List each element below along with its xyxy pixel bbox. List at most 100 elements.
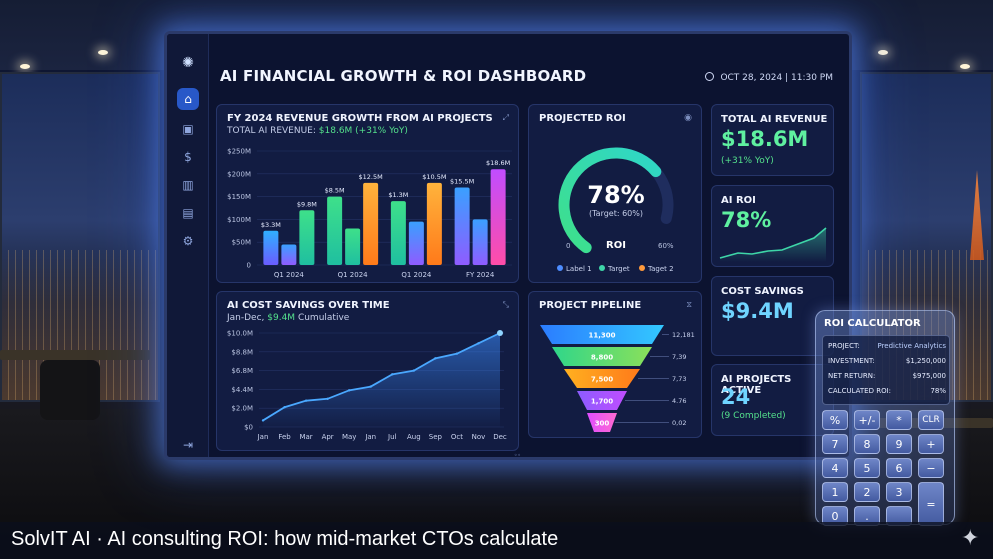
datetime-text: OCT 28, 2024 | 11:30 PM — [720, 73, 833, 83]
calc-row-value: 78% — [930, 387, 946, 395]
card-title: PROJECTED ROI — [539, 113, 626, 124]
x-tick-label: Q1 2024 — [338, 271, 369, 279]
kpi-card-projects: AI PROJECTS ACTIVE 24 (9 Completed) — [711, 364, 834, 436]
settings-icon[interactable]: ⚙ — [182, 234, 194, 248]
bar — [408, 221, 424, 265]
y-tick-label: $150M — [227, 193, 251, 201]
funnel-stage-value: 8,800 — [591, 354, 613, 362]
y-tick-label: $50M — [232, 239, 251, 247]
funnel-stage-value: 300 — [595, 420, 610, 428]
calc-key[interactable]: * — [886, 410, 912, 430]
y-tick-label: $4.4M — [231, 386, 253, 394]
subtitle-suffix: Cumulative — [295, 313, 350, 323]
x-tick-label: Sep — [429, 433, 443, 441]
legend-item: Target — [599, 265, 630, 273]
sparkle-icon: ✦ — [961, 526, 980, 551]
y-tick-label: $6.8M — [231, 367, 253, 375]
revenue-growth-card: FY 2024 REVENUE GROWTH FROM AI PROJECTS … — [216, 104, 519, 283]
dollar-icon[interactable]: $ — [184, 150, 192, 164]
kpi-card-total-revenue: TOTAL AI REVENUE $18.6M (+31% YoY) — [711, 104, 834, 176]
roi-value: 78% — [587, 181, 645, 209]
funnel-stage-label: 4.76 — [672, 397, 686, 405]
calc-row-value: $1,250,000 — [905, 357, 946, 365]
x-tick-label: Jan — [364, 433, 376, 441]
ceiling-light — [98, 50, 108, 55]
calc-key[interactable]: 5 — [854, 458, 880, 478]
data-point — [304, 399, 308, 402]
kpi-label: TOTAL AI REVENUE — [721, 114, 828, 125]
calc-row-label: PROJECT: — [828, 342, 860, 350]
kpi-label: COST SAVINGS — [721, 286, 804, 297]
calc-key[interactable]: 7 — [822, 434, 848, 454]
expand-icon[interactable]: ⤢ — [502, 113, 509, 122]
bar — [490, 169, 506, 265]
calc-key[interactable]: 4 — [822, 458, 848, 478]
calc-key[interactable]: CLR — [918, 410, 944, 430]
bar — [281, 244, 297, 265]
card-title: AI COST SAVINGS OVER TIME — [227, 300, 390, 311]
y-tick-label: $100M — [227, 216, 251, 224]
calc-key[interactable]: +/- — [854, 410, 880, 430]
kpi-sub: (9 Completed) — [721, 411, 786, 421]
x-tick-label: Mar — [299, 433, 312, 441]
legend-label: Label 1 — [566, 265, 592, 273]
projected-roi-card: PROJECTED ROI ◉ 78% (Target: 60%) ROI 0 … — [528, 104, 702, 283]
y-tick-label: $0 — [244, 424, 253, 432]
funnel-stage-label: 7,39 — [672, 353, 686, 361]
expand-icon[interactable]: ⤡ — [502, 300, 509, 309]
calc-row: INVESTMENT: $1,250,000 — [828, 357, 946, 365]
kpi-card-ai-roi: AI ROI 78% — [711, 185, 834, 267]
calculator-screen: PROJECT: Predictive Analytics INVESTMENT:… — [822, 335, 950, 405]
calc-row: NET RETURN: $975,000 — [828, 372, 946, 380]
bar — [363, 182, 379, 265]
data-point — [477, 342, 480, 345]
home-icon[interactable]: ⌂ — [177, 88, 199, 110]
document-icon[interactable]: ▤ — [182, 206, 194, 220]
calc-key[interactable]: % — [822, 410, 848, 430]
calc-key[interactable]: 6 — [886, 458, 912, 478]
calc-key[interactable]: 8 — [854, 434, 880, 454]
bar-data-label: $1.3M — [388, 191, 408, 199]
bar-data-label: $9.8M — [297, 200, 317, 208]
data-point — [347, 389, 351, 392]
legend-label: Target — [608, 265, 630, 273]
calc-key[interactable]: 2 — [854, 482, 880, 502]
funnel-stage-label: 0,02 — [672, 419, 686, 427]
bar-data-label: $18.6M — [486, 159, 510, 167]
bar — [472, 219, 488, 265]
bar-chart-icon[interactable]: ▥ — [182, 178, 194, 192]
y-tick-label: 0 — [247, 262, 251, 270]
area-fill — [263, 333, 500, 427]
legend-item: Taget 2 — [639, 265, 674, 273]
kpi-value: $9.4M — [721, 299, 794, 323]
roi-label: ROI — [606, 240, 626, 251]
dashboard-title: AI FINANCIAL GROWTH & ROI DASHBOARD — [220, 67, 587, 85]
legend-swatch — [557, 265, 563, 271]
funnel-stage-value: 1,700 — [591, 398, 613, 406]
info-icon[interactable]: ◉ — [684, 113, 692, 123]
ceiling-light — [960, 64, 970, 69]
dashboard-monitor: ✺ ⌂ ▣ $ ▥ ▤ ⚙ ⇥ AI FINANCIAL GROWTH & RO… — [164, 31, 852, 460]
y-tick-label: $250M — [227, 148, 251, 156]
data-point — [412, 369, 416, 372]
calc-key[interactable]: + — [918, 434, 944, 454]
calc-key[interactable]: 9 — [886, 434, 912, 454]
y-tick-label: $2.0M — [231, 405, 253, 413]
calc-key[interactable]: = — [918, 482, 944, 526]
bar — [345, 228, 361, 265]
filter-icon[interactable]: ⧖ — [686, 300, 692, 309]
ceiling-light — [20, 64, 30, 69]
calc-key[interactable]: 1 — [822, 482, 848, 502]
calc-key[interactable]: − — [918, 458, 944, 478]
data-point — [261, 419, 265, 422]
kpi-value: 78% — [721, 208, 772, 232]
calculator-title: ROI CALCULATOR — [824, 318, 921, 329]
calc-key[interactable]: 3 — [886, 482, 912, 502]
wallet-icon[interactable]: ▣ — [182, 122, 194, 136]
bar-data-label: $15.5M — [450, 177, 474, 185]
logout-icon[interactable]: ⇥ — [182, 438, 194, 452]
y-tick-label: $200M — [227, 170, 251, 178]
subtitle-value: $9.4M — [267, 313, 296, 323]
chair — [40, 360, 100, 420]
gauge-max: 60% — [658, 242, 674, 250]
